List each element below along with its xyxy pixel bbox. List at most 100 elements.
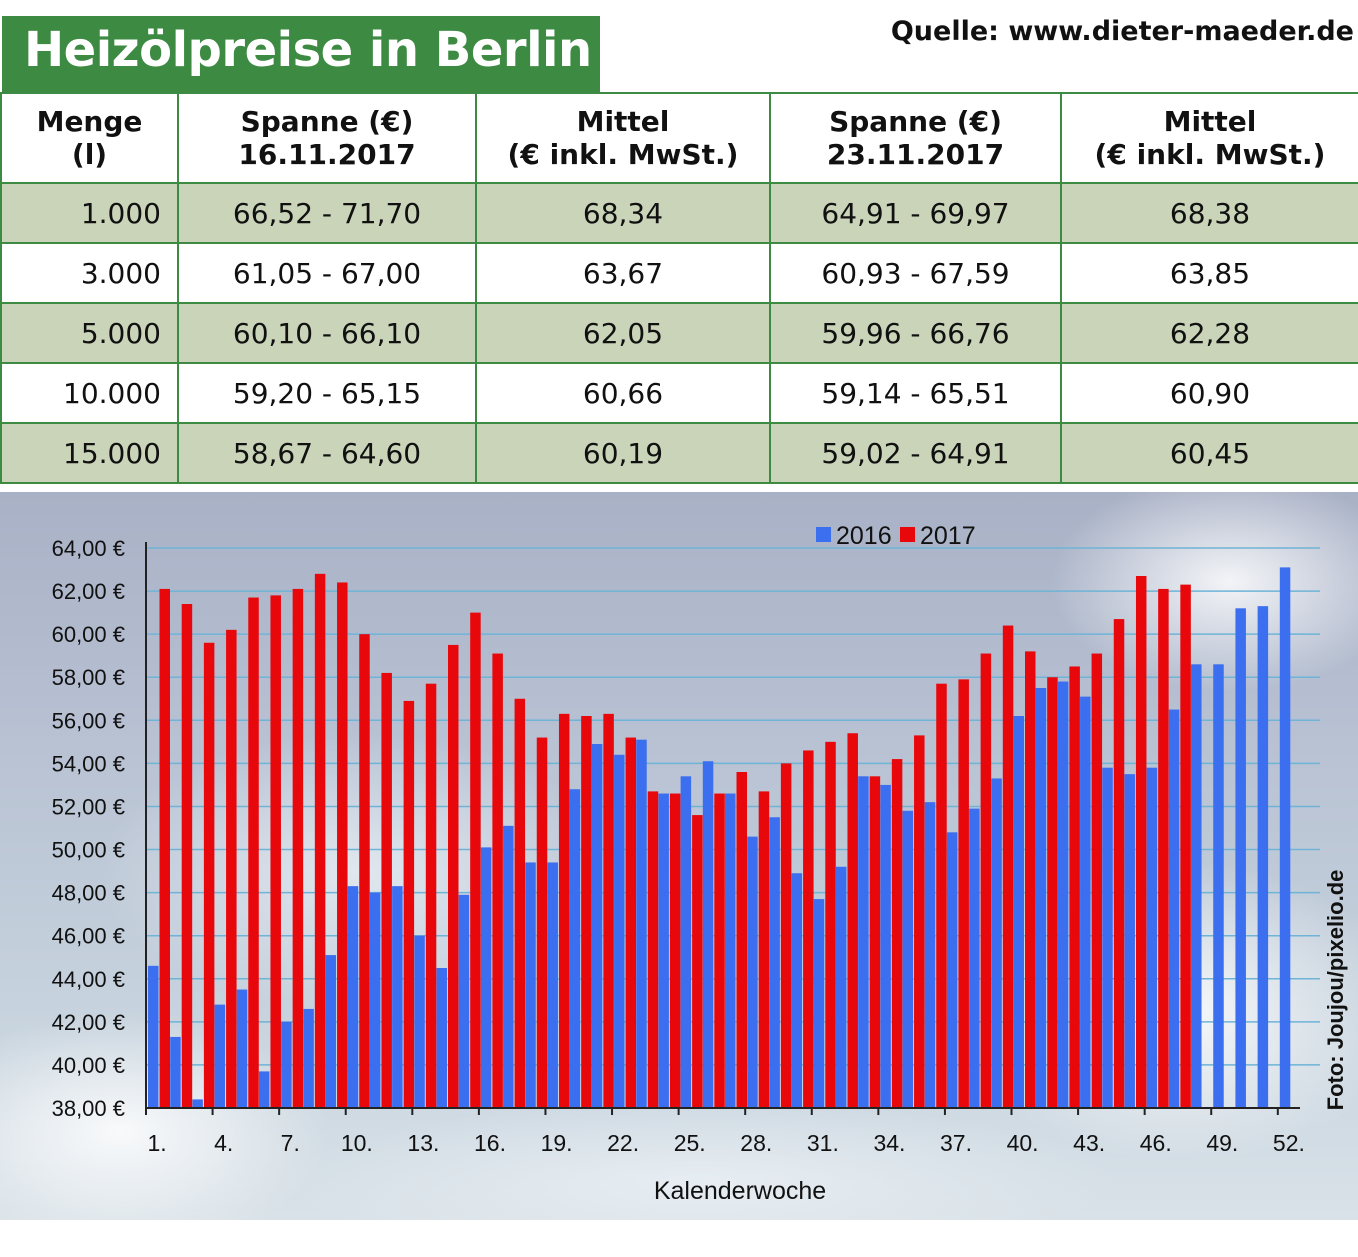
bar-2016-week-3 <box>192 1099 203 1108</box>
cloud-decoration <box>0 1012 330 1252</box>
axes <box>145 542 1300 1115</box>
bar-2016-week-12 <box>392 886 403 1108</box>
bar-2017-week-24 <box>669 793 681 1108</box>
bar-2017-week-20 <box>581 716 592 1108</box>
bar-2017-week-26 <box>714 793 725 1108</box>
table-row: 15.000 58,67 - 64,60 60,19 59,02 - 64,91… <box>0 422 1358 484</box>
bar-2016-week-35 <box>902 810 914 1108</box>
price-chart: 38,00 € 40,00 € 42,00 € 44,00 € 46,00 € 48,00… <box>0 472 1358 1257</box>
bar-2016-week-13 <box>414 935 425 1108</box>
y-tick-label: 58,00 € <box>52 665 125 690</box>
bar-2016-week-52 <box>1279 567 1291 1108</box>
y-tick-label: 52,00 € <box>52 794 125 819</box>
x-tick-label: 10. <box>341 1130 373 1156</box>
y-tick-label: 54,00 € <box>52 751 125 776</box>
bar-2017-week-23 <box>647 791 659 1108</box>
source-label: Quelle: www.dieter-maeder.de <box>890 16 1354 47</box>
y-tick-label: 60,00 € <box>52 622 125 647</box>
bar-2016-week-50 <box>1235 608 1246 1108</box>
bar-2016-week-48 <box>1191 664 1202 1108</box>
cell-spanne-16-11: 66,52 - 71,70 <box>177 182 477 244</box>
bar-2016-week-37 <box>946 832 958 1108</box>
y-tick-label: 42,00 € <box>52 1010 125 1035</box>
table-row: 1.000 66,52 - 71,70 68,34 64,91 - 69,97 … <box>0 182 1358 244</box>
x-tick-label: 49. <box>1206 1130 1238 1156</box>
legend-swatch-2016 <box>816 527 831 542</box>
price-table: Menge (l) Spanne (€) 16.11.2017 Mittel (€ i… <box>0 92 1358 484</box>
bar-2016-week-51 <box>1257 606 1269 1108</box>
x-tick-label: 7. <box>281 1130 300 1156</box>
bar-2017-week-47 <box>1180 584 1191 1108</box>
x-tick-label: 19. <box>541 1130 573 1156</box>
legend-label-2017: 2017 <box>920 522 976 550</box>
x-tick-label: 31. <box>807 1130 839 1156</box>
photo-credit: Foto: Joujou/pixelio.de <box>1323 870 1348 1111</box>
bar-2017-week-5 <box>248 597 259 1108</box>
bar-2017-week-42 <box>1069 666 1080 1108</box>
bar-2017-week-21 <box>603 713 614 1108</box>
bar-2017-week-10 <box>359 634 370 1108</box>
bar-2016-week-32 <box>835 866 847 1108</box>
bar-2017-week-13 <box>425 683 437 1108</box>
x-tick-label: 13. <box>407 1130 439 1156</box>
bars <box>148 567 1291 1108</box>
bar-2017-week-15 <box>470 612 481 1108</box>
bar-2016-week-2 <box>170 1036 181 1108</box>
bar-2016-week-5 <box>236 989 248 1108</box>
x-tick-label: 16. <box>474 1130 506 1156</box>
x-axis-labels: 1. 4. 7. 10. 13. 16. 19. 22. 25. 28. 31. 34. 37. 40. 4… <box>148 1130 1305 1156</box>
page-title: Heizölpreise in Berlin <box>24 22 592 78</box>
bar-2016-week-25 <box>680 776 692 1108</box>
bar-2017-week-18 <box>536 737 548 1108</box>
x-tick-label: 34. <box>873 1130 905 1156</box>
header-menge: Menge (l) <box>0 92 179 184</box>
bar-2016-week-28 <box>747 836 758 1108</box>
cell-spanne-16-11: 61,05 - 67,00 <box>177 242 477 304</box>
bar-2017-week-33 <box>869 776 881 1108</box>
bar-2016-week-45 <box>1124 774 1135 1108</box>
bar-2016-week-22 <box>614 754 625 1108</box>
y-tick-label: 48,00 € <box>52 881 125 906</box>
cell-menge: 10.000 <box>0 362 179 424</box>
y-tick-label: 44,00 € <box>52 967 125 992</box>
y-tick-label: 40,00 € <box>52 1053 125 1078</box>
bar-2017-week-4 <box>226 629 237 1108</box>
table-row: 10.000 59,20 - 65,15 60,66 59,14 - 65,51… <box>0 362 1358 424</box>
bar-2017-week-45 <box>1135 576 1147 1108</box>
bar-2017-week-30 <box>803 750 814 1108</box>
bar-2017-week-34 <box>891 759 903 1108</box>
bar-2017-week-35 <box>914 735 925 1108</box>
table-row: 5.000 60,10 - 66,10 62,05 59,96 - 66,76 … <box>0 302 1358 364</box>
bar-2016-week-40 <box>1013 716 1024 1108</box>
bar-2016-week-33 <box>858 776 869 1108</box>
x-tick-label: 25. <box>674 1130 706 1156</box>
x-tick-label: 43. <box>1073 1130 1105 1156</box>
cell-mittel-23-11: 60,90 <box>1060 362 1358 424</box>
y-axis-labels: 38,00 € 40,00 € 42,00 € 44,00 € 46,00 € 48,00… <box>52 536 125 1121</box>
cell-menge: 15.000 <box>0 422 179 484</box>
x-tick-label: 22. <box>607 1130 639 1156</box>
bar-2016-week-26 <box>702 761 714 1108</box>
cell-spanne-16-11: 58,67 - 64,60 <box>177 422 477 484</box>
x-tick-label: 52. <box>1273 1130 1305 1156</box>
legend-swatch-2017 <box>900 527 915 542</box>
bar-2016-week-16 <box>480 847 492 1108</box>
bar-2016-week-36 <box>924 802 936 1108</box>
y-tick-label: 64,00 € <box>52 536 125 561</box>
bar-2017-week-39 <box>1002 625 1014 1108</box>
bar-2017-week-44 <box>1113 619 1125 1108</box>
bar-2017-week-27 <box>736 772 747 1108</box>
bar-2017-week-14 <box>448 644 459 1108</box>
bar-2017-week-41 <box>1047 677 1058 1108</box>
header-mittel-23-11: Mittel (€ inkl. MwSt.) <box>1060 92 1358 184</box>
bar-2017-week-1 <box>159 588 170 1108</box>
bar-2016-week-29 <box>769 817 780 1108</box>
cell-spanne-23-11: 59,02 - 64,91 <box>769 422 1062 484</box>
bar-2016-week-24 <box>658 793 669 1108</box>
bar-2016-week-31 <box>813 899 825 1108</box>
bar-2016-week-10 <box>347 886 359 1108</box>
bar-2017-week-22 <box>625 737 637 1108</box>
cell-menge: 5.000 <box>0 302 179 364</box>
bar-2016-week-46 <box>1146 767 1158 1108</box>
header-spanne-23-11: Spanne (€) 23.11.2017 <box>769 92 1062 184</box>
